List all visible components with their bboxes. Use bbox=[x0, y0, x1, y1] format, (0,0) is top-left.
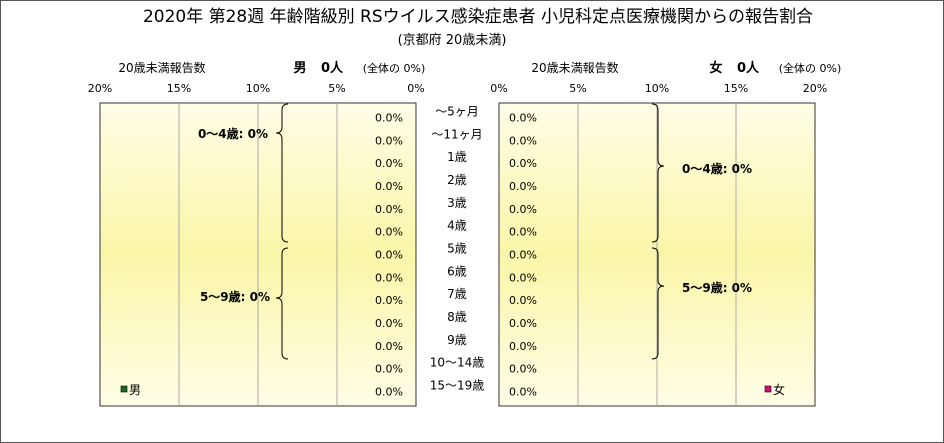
male-value-label: 0.0% bbox=[375, 157, 403, 170]
male-value-label: 0.0% bbox=[375, 294, 403, 307]
category-label: ～5ヶ月 bbox=[435, 104, 479, 118]
right-brace-5-9 bbox=[651, 247, 665, 360]
legend-swatch-female bbox=[764, 385, 772, 393]
female-value-label: 0.0% bbox=[509, 157, 537, 170]
male-value-label: 0.0% bbox=[375, 317, 403, 330]
right-header-sex: 女 bbox=[709, 60, 722, 76]
left-tick-label: 0% bbox=[407, 82, 424, 95]
right-brace-0-4 bbox=[651, 103, 665, 243]
right-brace-label-0-4: 0～4歳: 0% bbox=[682, 161, 752, 176]
male-value-label: 0.0% bbox=[375, 249, 403, 262]
female-value-label: 0.0% bbox=[509, 294, 537, 307]
male-value-label: 0.0% bbox=[375, 180, 403, 193]
male-value-label: 0.0% bbox=[375, 111, 403, 124]
legend-label-female: 女 bbox=[773, 382, 785, 397]
left-header-sex: 男 bbox=[293, 61, 306, 76]
male-value-label: 0.0% bbox=[375, 340, 403, 353]
right-header-count: 0人 bbox=[737, 60, 760, 76]
female-value-label: 0.0% bbox=[509, 226, 537, 239]
male-value-label: 0.0% bbox=[375, 271, 403, 284]
female-value-label: 0.0% bbox=[509, 317, 537, 330]
category-label: 4歳 bbox=[447, 219, 467, 233]
category-label: 7歳 bbox=[447, 287, 467, 301]
female-value-label: 0.0% bbox=[509, 363, 537, 376]
male-value-labels: 0.0% 0.0% 0.0% 0.0% 0.0% 0.0% 0.0% 0.0% 0.0% 0.0%… bbox=[375, 111, 403, 398]
left-brace-5-9 bbox=[275, 247, 289, 360]
right-tick-label: 15% bbox=[724, 82, 748, 95]
female-value-label: 0.0% bbox=[509, 340, 537, 353]
female-value-label: 0.0% bbox=[509, 203, 537, 216]
category-label: 3歳 bbox=[447, 196, 467, 210]
female-value-label: 0.0% bbox=[509, 386, 537, 399]
category-label: 15～19歳 bbox=[430, 379, 485, 393]
right-header-label: 20歳未満報告数 bbox=[531, 60, 618, 75]
female-value-label: 0.0% bbox=[509, 249, 537, 262]
male-value-label: 0.0% bbox=[375, 226, 403, 239]
left-header-share: (全体の 0%) bbox=[363, 61, 426, 75]
male-value-label: 0.0% bbox=[375, 386, 403, 399]
left-tick-label: 5% bbox=[328, 82, 345, 95]
female-value-label: 0.0% bbox=[509, 111, 537, 124]
right-tick-label: 10% bbox=[645, 82, 669, 95]
left-brace-label-5-9: 5～9歳: 0% bbox=[200, 289, 270, 304]
left-gridlines bbox=[178, 103, 338, 406]
left-tick-label: 20% bbox=[88, 82, 112, 95]
left-tick-label: 10% bbox=[246, 82, 270, 95]
female-value-label: 0.0% bbox=[509, 180, 537, 193]
category-label: ～11ヶ月 bbox=[431, 127, 482, 141]
category-label: 2歳 bbox=[447, 173, 467, 187]
right-gridlines bbox=[577, 103, 737, 406]
left-brace-0-4 bbox=[275, 103, 289, 243]
chart-title: 2020年 第28週 年齢階級別 RSウイルス感染症患者 小児科定点医療機関から… bbox=[143, 7, 813, 27]
category-label: 9歳 bbox=[447, 333, 467, 347]
category-label: 6歳 bbox=[447, 264, 467, 278]
male-value-label: 0.0% bbox=[375, 134, 403, 147]
chart-subtitle: (京都府 20歳未満) bbox=[398, 33, 507, 48]
right-tick-label: 0% bbox=[490, 82, 507, 95]
female-value-labels: 0.0% 0.0% 0.0% 0.0% 0.0% 0.0% 0.0% 0.0% 0.0% 0.0%… bbox=[509, 111, 537, 398]
legend-label-male: 男 bbox=[129, 383, 141, 397]
right-header-share: (全体の 0%) bbox=[779, 61, 842, 75]
left-header-label: 20歳未満報告数 bbox=[118, 60, 205, 75]
male-value-label: 0.0% bbox=[375, 203, 403, 216]
left-tick-label: 15% bbox=[167, 82, 191, 95]
right-tick-label: 5% bbox=[569, 82, 586, 95]
category-label: 10～14歳 bbox=[430, 356, 485, 370]
male-value-label: 0.0% bbox=[375, 363, 403, 376]
right-tick-label: 20% bbox=[803, 82, 827, 95]
left-header-count: 0人 bbox=[321, 60, 344, 76]
left-brace-label-0-4: 0～4歳: 0% bbox=[198, 126, 268, 141]
female-value-label: 0.0% bbox=[509, 271, 537, 284]
legend-swatch-male bbox=[120, 385, 128, 393]
category-label: 8歳 bbox=[447, 310, 467, 324]
category-labels: ～5ヶ月 ～11ヶ月 1歳 2歳 3歳 4歳 5歳 6歳 7歳 8歳 9歳 10～14歳 15～19歳 bbox=[430, 104, 485, 392]
category-label: 5歳 bbox=[447, 242, 467, 256]
left-tick-labels: 20% 15% 10% 5% 0% bbox=[88, 82, 425, 95]
female-value-label: 0.0% bbox=[509, 134, 537, 147]
category-label: 1歳 bbox=[447, 150, 467, 164]
right-brace-label-5-9: 5～9歳: 0% bbox=[682, 280, 752, 295]
right-tick-labels: 0% 5% 10% 15% 20% bbox=[490, 82, 827, 95]
